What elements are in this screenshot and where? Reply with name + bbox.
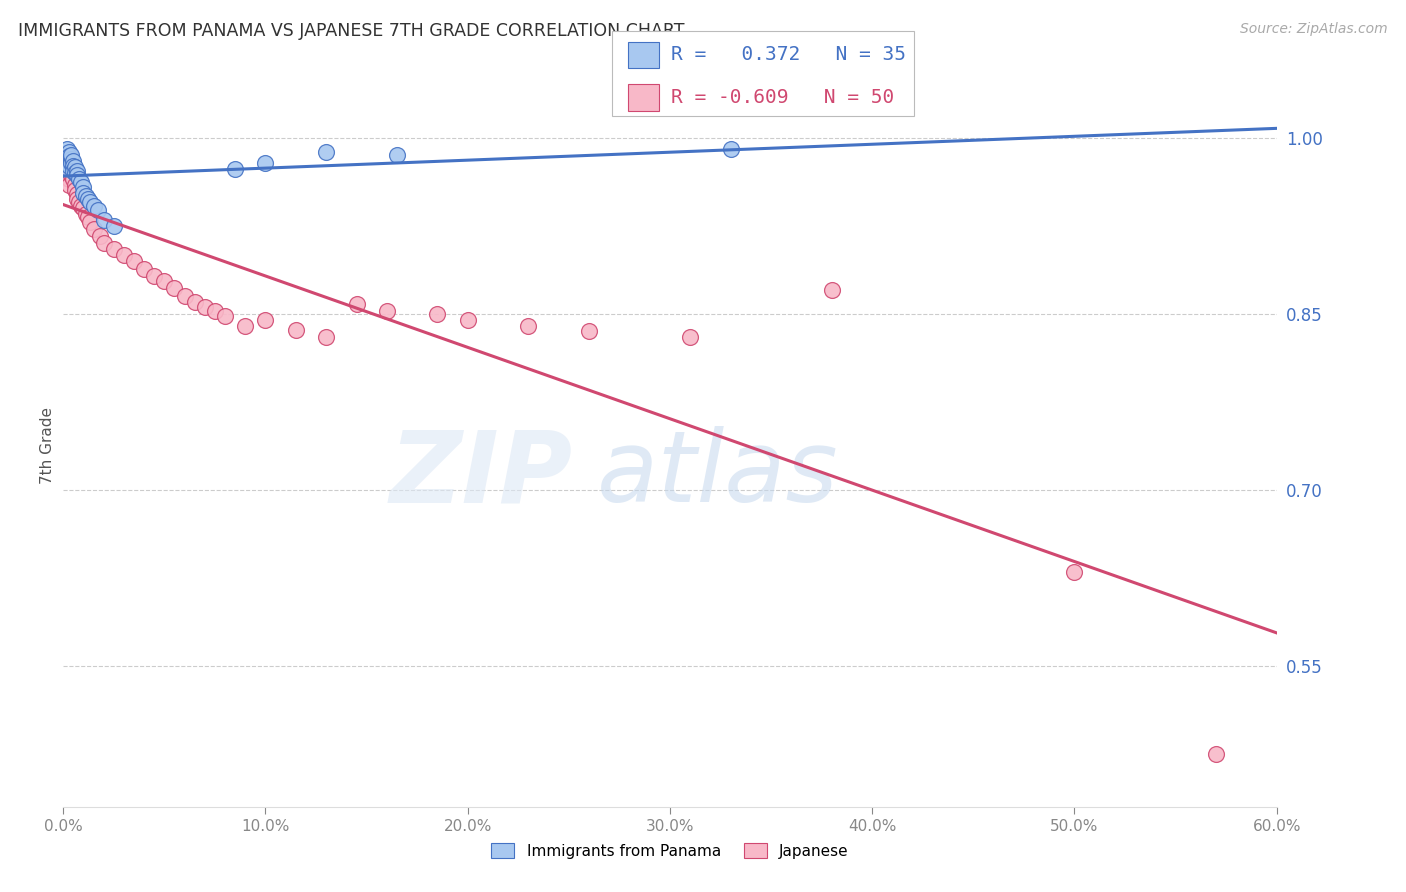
Y-axis label: 7th Grade: 7th Grade — [39, 408, 55, 484]
Point — [204, 304, 226, 318]
Point — [58, 145, 80, 159]
Point — [224, 162, 246, 177]
Point — [69, 171, 91, 186]
Point — [56, 148, 79, 162]
Point — [58, 171, 80, 186]
Point — [284, 323, 307, 337]
Point — [72, 186, 94, 200]
Point — [103, 242, 125, 256]
Point — [375, 304, 398, 318]
Point — [66, 192, 89, 206]
Point — [62, 163, 84, 178]
Point — [194, 300, 217, 314]
Point — [60, 156, 83, 170]
Point — [143, 269, 166, 284]
Point — [62, 154, 84, 169]
Legend: Immigrants from Panama, Japanese: Immigrants from Panama, Japanese — [485, 837, 855, 864]
Point — [254, 312, 277, 326]
Point — [56, 142, 79, 156]
Point — [76, 211, 98, 225]
Text: IMMIGRANTS FROM PANAMA VS JAPANESE 7TH GRADE CORRELATION CHART: IMMIGRANTS FROM PANAMA VS JAPANESE 7TH G… — [18, 22, 685, 40]
Point — [70, 175, 93, 189]
Point — [426, 307, 449, 321]
Point — [53, 154, 76, 169]
Point — [173, 289, 195, 303]
Point — [70, 199, 93, 213]
Point — [93, 212, 115, 227]
Text: atlas: atlas — [598, 426, 839, 524]
Point — [214, 309, 236, 323]
Point — [75, 207, 97, 221]
Point — [821, 283, 844, 297]
Point — [93, 236, 115, 251]
Point — [76, 192, 98, 206]
Point — [72, 201, 94, 215]
Point — [62, 159, 84, 173]
Point — [183, 295, 205, 310]
Point — [79, 195, 101, 210]
Point — [66, 186, 89, 201]
Point — [65, 166, 87, 180]
Point — [720, 142, 742, 156]
Point — [60, 152, 83, 166]
Point — [58, 166, 80, 180]
Point — [79, 215, 101, 229]
Point — [53, 163, 76, 178]
Point — [233, 318, 256, 333]
Point — [53, 154, 76, 169]
Point — [60, 148, 83, 162]
Point — [385, 148, 408, 162]
Point — [103, 219, 125, 233]
Point — [56, 160, 79, 174]
Point — [66, 163, 89, 178]
Point — [254, 156, 277, 170]
Point — [517, 318, 540, 333]
Point — [62, 171, 84, 186]
Point — [53, 160, 76, 174]
Point — [75, 189, 97, 203]
Point — [58, 154, 80, 169]
Point — [315, 330, 337, 344]
Point — [56, 156, 79, 170]
Point — [65, 160, 87, 174]
Point — [679, 330, 702, 344]
Point — [62, 163, 84, 178]
Text: ZIP: ZIP — [389, 426, 572, 524]
Point — [83, 199, 105, 213]
Point — [66, 168, 89, 182]
Point — [60, 160, 83, 174]
Point — [69, 195, 91, 210]
Point — [112, 248, 135, 262]
Point — [89, 229, 111, 244]
Text: Source: ZipAtlas.com: Source: ZipAtlas.com — [1240, 22, 1388, 37]
Point — [58, 149, 80, 163]
Point — [72, 180, 94, 194]
Point — [1063, 566, 1085, 580]
Point — [578, 325, 600, 339]
Point — [86, 203, 108, 218]
Text: R = -0.609   N = 50: R = -0.609 N = 50 — [671, 87, 894, 107]
Point — [315, 145, 337, 159]
Point — [56, 148, 79, 162]
Point — [346, 297, 368, 311]
Point — [153, 274, 176, 288]
Point — [1205, 747, 1227, 762]
Text: R =   0.372   N = 35: R = 0.372 N = 35 — [671, 45, 905, 64]
Point — [457, 312, 479, 326]
Point — [163, 281, 186, 295]
Point — [58, 159, 80, 173]
Point — [58, 178, 80, 192]
Point — [65, 184, 87, 198]
Point — [65, 178, 87, 192]
Point — [134, 262, 156, 277]
Point — [60, 168, 83, 182]
Point — [83, 222, 105, 236]
Point — [122, 254, 145, 268]
